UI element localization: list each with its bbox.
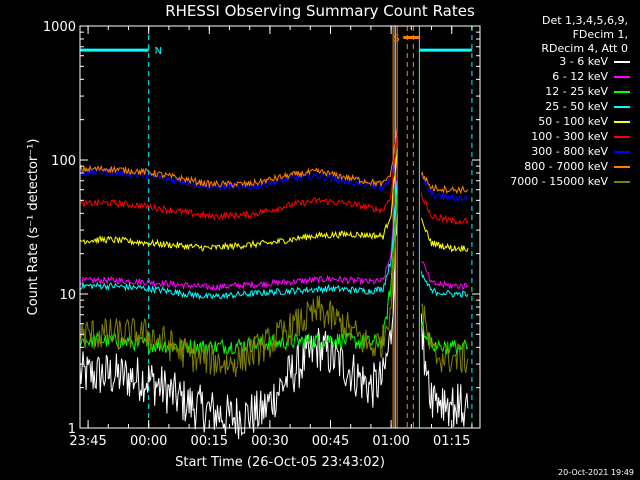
legend-header-line: Det 1,3,4,5,6,9, xyxy=(541,14,628,27)
legend-swatch xyxy=(614,60,630,63)
timestamp: 20-Oct-2021 19:49 xyxy=(558,468,634,477)
legend-item: 6 - 12 keV xyxy=(510,69,630,84)
legend-header-line: RDecim 4, Att 0 xyxy=(541,42,628,55)
series-line-100-300- xyxy=(79,132,398,221)
series-line-12-25- xyxy=(79,189,398,356)
x-tick-label: 01:00 xyxy=(372,434,409,449)
series-line-3-6- xyxy=(420,313,469,427)
observing-flag-label: N xyxy=(155,46,162,57)
series-line-7000-15000- xyxy=(79,206,398,377)
series-line-800-7000- xyxy=(79,127,398,189)
series-line-25-50- xyxy=(79,180,398,301)
legend-swatch xyxy=(614,90,630,93)
series-line-300-800- xyxy=(420,174,469,203)
legend-item: 300 - 800 keV xyxy=(510,144,630,159)
legend-item-label: 100 - 300 keV xyxy=(531,130,608,143)
legend-item-label: 25 - 50 keV xyxy=(545,100,608,113)
legend-header-line: FDecim 1, xyxy=(572,28,628,41)
legend-item-label: 6 - 12 keV xyxy=(552,70,608,83)
series-line-6-12- xyxy=(79,176,398,292)
y-tick-label: 100 xyxy=(51,154,76,169)
legend-item-label: 50 - 100 keV xyxy=(538,115,608,128)
y-tick-label: 1000 xyxy=(43,20,76,35)
legend-item: 800 - 7000 keV xyxy=(510,159,630,174)
y-axis-label: Count Rate (s⁻¹ detector⁻¹) xyxy=(26,139,41,316)
series-line-800-7000- xyxy=(420,170,469,195)
legend-item: 7000 - 15000 keV xyxy=(510,174,630,189)
x-tick-label: 00:00 xyxy=(130,434,167,449)
legend-swatch xyxy=(614,75,630,78)
plot-frame xyxy=(79,25,481,429)
legend-swatch xyxy=(614,165,630,168)
legend-swatch xyxy=(614,135,630,138)
x-tick-label: 01:15 xyxy=(433,434,470,449)
series-line-7000-15000- xyxy=(420,302,469,374)
legend-item: 50 - 100 keV xyxy=(510,114,630,129)
legend-item: 100 - 300 keV xyxy=(510,129,630,144)
series-line-3-6- xyxy=(79,213,398,440)
legend-item: 25 - 50 keV xyxy=(510,99,630,114)
chart-title: RHESSI Observing Summary Count Rates xyxy=(165,2,475,20)
legend-item-label: 7000 - 15000 keV xyxy=(510,175,608,188)
series-line-50-100- xyxy=(79,149,398,252)
legend-swatch xyxy=(614,120,630,123)
series-line-100-300- xyxy=(420,192,469,225)
x-axis-label: Start Time (26-Oct-05 23:43:02) xyxy=(175,455,385,470)
legend-swatch xyxy=(614,180,630,183)
legend-swatch xyxy=(614,150,630,153)
x-tick-label: 23:45 xyxy=(69,434,106,449)
legend-item: 12 - 25 keV xyxy=(510,84,630,99)
legend-item-label: 800 - 7000 keV xyxy=(524,160,608,173)
legend-swatch xyxy=(614,105,630,108)
observing-flag-label: S xyxy=(393,34,399,45)
series-line-6-12- xyxy=(421,261,469,290)
x-tick-label: 00:15 xyxy=(191,434,228,449)
x-tick-label: 00:30 xyxy=(251,434,288,449)
legend-item-label: 300 - 800 keV xyxy=(531,145,608,158)
legend-item-label: 3 - 6 keV xyxy=(559,55,608,68)
legend-item-label: 12 - 25 keV xyxy=(545,85,608,98)
y-tick-label: 1 xyxy=(68,422,76,437)
x-tick-label: 00:45 xyxy=(312,434,349,449)
legend-header: Det 1,3,4,5,6,9, FDecim 1, RDecim 4, Att… xyxy=(541,14,628,56)
series-line-50-100- xyxy=(420,217,469,253)
y-tick-label: 10 xyxy=(59,288,76,303)
legend-item: 3 - 6 keV xyxy=(510,54,630,69)
series-line-25-50- xyxy=(420,271,469,299)
legend: 3 - 6 keV 6 - 12 keV 12 - 25 keV 25 - 50 ke… xyxy=(510,54,630,189)
